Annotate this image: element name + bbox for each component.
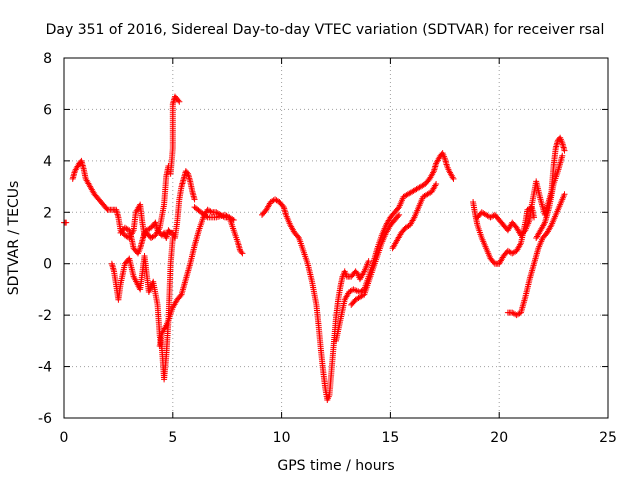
y-tick-label: -2 bbox=[38, 308, 52, 324]
x-tick-label: 0 bbox=[60, 430, 69, 446]
chart-title: Day 351 of 2016, Sidereal Day-to-day VTE… bbox=[46, 22, 605, 38]
data-points bbox=[61, 93, 568, 403]
data-point bbox=[207, 208, 214, 215]
data-point bbox=[365, 258, 372, 265]
y-tick-label: 6 bbox=[43, 102, 52, 118]
data-point bbox=[353, 269, 360, 276]
x-tick-label: 25 bbox=[599, 430, 617, 446]
y-tick-label: -6 bbox=[38, 411, 52, 427]
data-point bbox=[294, 233, 301, 240]
x-tick-label: 20 bbox=[490, 430, 508, 446]
data-point bbox=[103, 205, 110, 212]
data-point bbox=[229, 216, 236, 223]
data-point bbox=[433, 181, 440, 187]
data-point bbox=[561, 147, 568, 154]
data-point bbox=[238, 249, 245, 256]
data-point bbox=[239, 250, 246, 257]
data-point bbox=[561, 191, 568, 198]
data-point bbox=[175, 97, 182, 104]
y-axis-label: SDTVAR / TECUs bbox=[6, 181, 22, 296]
plot-frame bbox=[63, 57, 609, 419]
data-point bbox=[395, 205, 402, 212]
data-point bbox=[176, 98, 183, 105]
data-point bbox=[396, 211, 403, 218]
y-tick-label: 8 bbox=[43, 51, 52, 67]
y-tick-label: 2 bbox=[43, 205, 52, 221]
data-point bbox=[450, 175, 457, 182]
data-point bbox=[490, 259, 497, 266]
data-point bbox=[191, 196, 198, 203]
data-point bbox=[203, 213, 210, 220]
x-tick-label: 5 bbox=[168, 430, 177, 446]
grid bbox=[64, 58, 608, 418]
axis-ticks: 0 5 10 15 20 25 -6 -4 -2 0 2 4 6 8 bbox=[38, 51, 617, 446]
data-point bbox=[230, 217, 237, 223]
data-point bbox=[531, 214, 538, 221]
y-tick-label: 0 bbox=[43, 257, 52, 273]
data-point bbox=[559, 152, 566, 159]
x-axis-label: GPS time / hours bbox=[277, 458, 394, 474]
x-tick-label: 15 bbox=[381, 430, 399, 446]
x-tick-label: 10 bbox=[273, 430, 291, 446]
data-point bbox=[395, 213, 402, 220]
y-tick-label: 4 bbox=[43, 154, 52, 170]
y-tick-label: -4 bbox=[38, 360, 52, 376]
